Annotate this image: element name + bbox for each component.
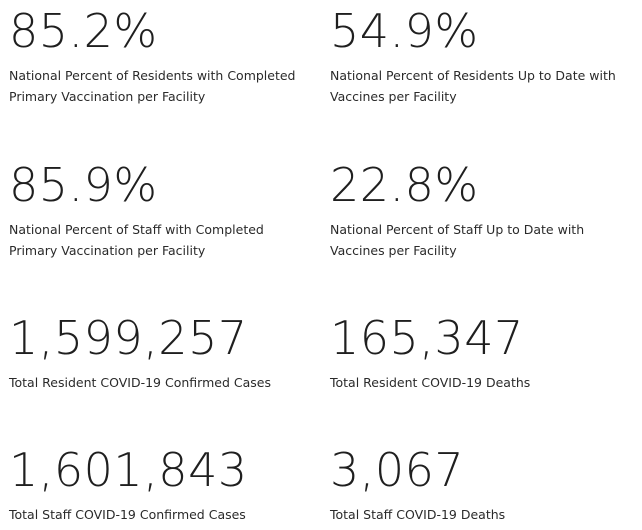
stat-value: 22.8% xyxy=(330,158,479,212)
stat-value: 1,601,843 xyxy=(9,443,248,497)
stat-resident-deaths: 165,347 Total Resident COVID-19 Deaths xyxy=(330,315,640,393)
stat-label: National Percent of Staff Up to Date wit… xyxy=(330,222,585,258)
stat-value: 54.9% xyxy=(330,4,479,58)
stat-value: 1,599,257 xyxy=(9,311,248,365)
stat-label: National Percent of Residents Up to Date… xyxy=(330,68,616,104)
stat-label: Total Staff COVID-19 Deaths xyxy=(330,507,506,522)
stat-staff-primary-vaccination: 85.9% National Percent of Staff with Com… xyxy=(9,162,319,261)
stat-staff-confirmed-cases: 1,601,843 Total Staff COVID-19 Confirmed… xyxy=(9,447,319,525)
stat-residents-primary-vaccination: 85.2% National Percent of Residents with… xyxy=(9,8,319,107)
stat-label: Total Resident COVID-19 Deaths xyxy=(330,375,531,390)
stat-label: Total Staff COVID-19 Confirmed Cases xyxy=(9,507,246,522)
stat-staff-up-to-date: 22.8% National Percent of Staff Up to Da… xyxy=(330,162,640,261)
stat-value: 85.9% xyxy=(9,158,158,212)
stat-label: Total Resident COVID-19 Confirmed Cases xyxy=(9,375,271,390)
stat-value: 85.2% xyxy=(9,4,158,58)
stat-value: 3,067 xyxy=(330,443,465,497)
stat-staff-deaths: 3,067 Total Staff COVID-19 Deaths xyxy=(330,447,640,525)
stat-value: 165,347 xyxy=(330,311,524,365)
stat-resident-confirmed-cases: 1,599,257 Total Resident COVID-19 Confir… xyxy=(9,315,319,393)
stat-label: National Percent of Residents with Compl… xyxy=(9,68,296,104)
stat-label: National Percent of Staff with Completed… xyxy=(9,222,264,258)
stat-residents-up-to-date: 54.9% National Percent of Residents Up t… xyxy=(330,8,640,107)
